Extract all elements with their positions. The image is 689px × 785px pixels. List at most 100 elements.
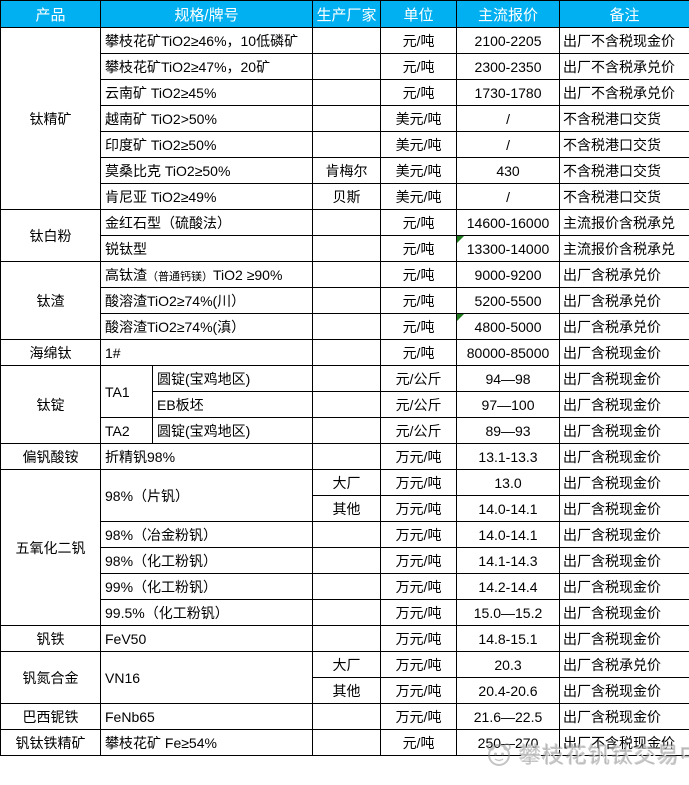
note-cell: 出厂不含税现金价 <box>559 27 689 54</box>
maker-cell <box>312 573 382 600</box>
unit-cell: 美元/吨 <box>380 105 458 132</box>
product-cell-ammonium-metavanadate: 偏钒酸铵 <box>0 443 101 470</box>
price-cell: 14.8-15.1 <box>456 625 561 652</box>
grade-cell: TA1 <box>100 365 153 418</box>
unit-cell: 元/吨 <box>380 27 458 54</box>
unit-cell: 元/吨 <box>380 79 458 106</box>
unit-cell: 元/公斤 <box>380 391 458 418</box>
spec-cell: 99%（化工粉钒） <box>99 573 314 600</box>
price-cell: 430 <box>456 157 561 184</box>
table-row: 其他 万元/吨 14.0-14.1 出厂含税现金价 <box>1 495 689 522</box>
spec-cell: 攀枝花矿TiO2≥46%，10低磷矿 <box>99 27 314 54</box>
maker-cell <box>312 729 382 756</box>
note-cell: 出厂含税现金价 <box>559 521 689 548</box>
note-cell: 出厂含税现金价 <box>559 469 689 496</box>
maker-cell <box>312 105 382 132</box>
table-row: 钒钛铁精矿 攀枝花矿 Fe≥54% 元/吨 250—270 出厂不含税现金价 <box>0 729 689 756</box>
spec-main: 高钛渣 <box>105 266 147 283</box>
note-cell: 出厂含税承兑价 <box>559 261 689 288</box>
unit-cell: 元/吨 <box>380 313 458 340</box>
col-header-maker: 生产厂家 <box>312 0 382 28</box>
maker-cell <box>312 391 382 418</box>
spec-cell: 高钛渣（普通钙镁）TiO2 ≥90% <box>99 261 314 288</box>
form-cell: EB板坯 <box>151 391 314 418</box>
unit-cell: 元/吨 <box>380 235 458 262</box>
price-value: 13300-14000 <box>466 240 550 257</box>
col-header-spec: 规格/牌号 <box>99 0 314 28</box>
price-cell: 5200-5500 <box>456 287 561 314</box>
note-cell: 出厂含税现金价 <box>559 365 689 392</box>
price-cell: / <box>456 131 561 158</box>
table-row: 98%（冶金粉钒） 万元/吨 14.0-14.1 出厂含税现金价 <box>1 521 689 548</box>
note-cell: 出厂不含税承兑价 <box>559 53 689 80</box>
excel-error-flag-icon <box>457 236 465 243</box>
product-cell-ferrovanadium: 钒铁 <box>0 625 101 652</box>
price-cell: / <box>456 183 561 210</box>
spec-cell: 锐钛型 <box>99 235 314 262</box>
maker-cell <box>312 79 382 106</box>
unit-cell: 万元/吨 <box>380 625 458 652</box>
price-cell: 14.1-14.3 <box>456 547 561 574</box>
note-cell: 出厂含税现金价 <box>559 677 689 704</box>
spec-cell: 莫桑比克 TiO2≥50% <box>99 157 314 184</box>
price-cell: 14.2-14.4 <box>456 573 561 600</box>
maker-cell: 大厂 <box>312 651 382 678</box>
unit-cell: 万元/吨 <box>380 469 458 496</box>
price-cell: 13.1-13.3 <box>456 443 561 470</box>
product-cell-v2o5: 五氧化二钒 <box>0 469 101 626</box>
table-row: 钒铁 FeV50 万元/吨 14.8-15.1 出厂含税现金价 <box>0 625 689 652</box>
maker-cell <box>312 443 382 470</box>
spec-cell: 99.5%（化工粉钒） <box>99 599 314 626</box>
col-header-product: 产品 <box>0 0 101 28</box>
price-cell: 2300-2350 <box>456 53 561 80</box>
price-cell: 2100-2205 <box>456 27 561 54</box>
unit-cell: 元/吨 <box>380 209 458 236</box>
unit-cell: 万元/吨 <box>380 547 458 574</box>
spec-cell: VN16 <box>99 651 314 704</box>
price-cell: / <box>456 105 561 132</box>
spec-cell: 酸溶渣TiO2≥74%(川） <box>99 287 314 314</box>
price-cell: 13300-14000 <box>456 235 561 262</box>
unit-cell: 万元/吨 <box>380 599 458 626</box>
note-cell: 不含税港口交货 <box>559 105 689 132</box>
price-cell: 97—100 <box>456 391 561 418</box>
price-cell: 94—98 <box>456 365 561 392</box>
spec-cell: 肯尼亚 TiO2≥49% <box>99 183 314 210</box>
unit-cell: 美元/吨 <box>380 183 458 210</box>
note-cell: 出厂不含税现金价 <box>559 729 689 756</box>
table-row: 99%（化工粉钒） 万元/吨 14.2-14.4 出厂含税现金价 <box>1 573 689 600</box>
maker-cell <box>312 235 382 262</box>
product-cell-ti-ingot: 钛锭 <box>0 365 101 444</box>
maker-cell <box>312 547 382 574</box>
form-cell: 圆锭(宝鸡地区) <box>151 365 314 392</box>
unit-cell: 元/公斤 <box>380 365 458 392</box>
unit-cell: 万元/吨 <box>380 443 458 470</box>
col-header-price: 主流报价 <box>456 0 561 28</box>
maker-cell <box>312 339 382 366</box>
maker-cell: 其他 <box>312 495 382 522</box>
unit-cell: 美元/吨 <box>380 131 458 158</box>
spec-cell: 攀枝花矿TiO2≥47%，20矿 <box>99 53 314 80</box>
note-cell: 出厂含税现金价 <box>559 573 689 600</box>
table-row: 印度矿 TiO2≥50% 美元/吨 / 不含税港口交货 <box>1 131 689 158</box>
spec-cell: FeV50 <box>99 625 314 652</box>
price-cell: 1730-1780 <box>456 79 561 106</box>
spec-small: （普通钙镁） <box>147 270 213 283</box>
spec-cell: 98%（化工粉钒） <box>99 547 314 574</box>
spec-cell: 98%（片钒） <box>99 469 314 522</box>
maker-cell <box>312 599 382 626</box>
unit-cell: 万元/吨 <box>380 573 458 600</box>
col-header-unit: 单位 <box>380 0 458 28</box>
maker-cell <box>312 209 382 236</box>
price-cell: 250—270 <box>456 729 561 756</box>
table-row: 越南矿 TiO2>50% 美元/吨 / 不含税港口交货 <box>1 105 689 132</box>
unit-cell: 元/吨 <box>380 287 458 314</box>
table-row: 五氧化二钒 98%（片钒） 大厂 万元/吨 13.0 出厂含税现金价 <box>0 469 689 626</box>
price-cell: 20.4-20.6 <box>456 677 561 704</box>
spec-cell: 云南矿 TiO2≥45% <box>99 79 314 106</box>
note-cell: 出厂含税现金价 <box>559 495 689 522</box>
spec-cell: FeNb65 <box>99 703 314 730</box>
note-cell: 主流报价含税承兑 <box>559 209 689 236</box>
table-row: 99.5%（化工粉钒） 万元/吨 15.0—15.2 出厂含税现金价 <box>1 599 689 626</box>
excel-error-flag-icon <box>457 314 465 321</box>
